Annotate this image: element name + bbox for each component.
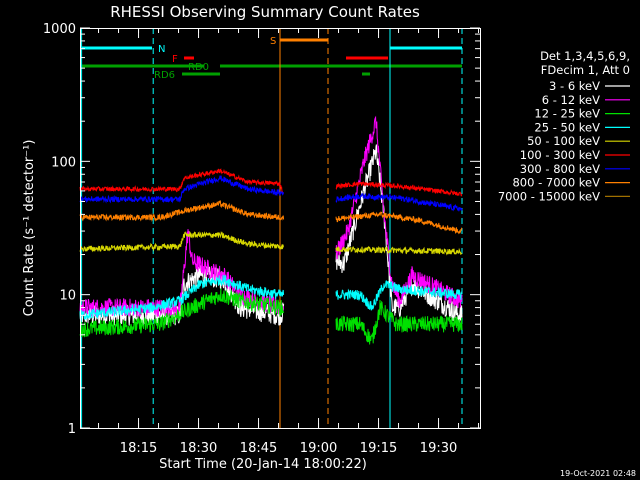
night-flag-label: N	[158, 44, 165, 55]
x-axis-label: Start Time (20-Jan-14 18:00:22)	[159, 457, 367, 472]
rd6-flag-label: RD6	[154, 70, 175, 81]
series-line-7	[79, 199, 463, 235]
legend-label: 100 - 300 keV	[520, 148, 600, 162]
legend-label: 300 - 800 keV	[520, 162, 600, 176]
series-line-6	[79, 175, 463, 212]
y-tick-label: 100	[51, 155, 76, 170]
series-line-4	[79, 230, 463, 256]
x-tick-label: 18:15	[120, 441, 157, 456]
y-tick-label: 1	[68, 422, 76, 437]
plot-frame	[80, 28, 481, 429]
legend-header-line-2: FDecim 1, Att 0	[541, 63, 630, 77]
legend-label: 25 - 50 keV	[534, 120, 600, 134]
boundary-lines	[81, 28, 463, 428]
x-tick-label: 19:30	[420, 441, 457, 456]
rd0-flag-label: RD0	[188, 62, 209, 73]
legend-label: 7000 - 15000 keV	[498, 189, 600, 203]
legend-label: 12 - 25 keV	[534, 107, 600, 121]
x-tick-label: 19:15	[360, 441, 397, 456]
x-tick-label: 19:00	[300, 441, 337, 456]
y-tick-label: 10	[59, 289, 76, 304]
axis-ticks: 1 10 100 1000 18:15 18:30 18:45 19:00 19:15 19:30	[43, 22, 480, 456]
flare-flag-label: F	[172, 54, 178, 65]
flag-bars: NF RD0 RD6 S	[82, 36, 462, 81]
saa-flag-label: S	[270, 36, 276, 47]
timestamp: 19-Oct-2021 02:48	[560, 469, 636, 478]
chart-title: RHESSI Observing Summary Count Rates	[110, 3, 420, 21]
series-lines	[79, 115, 463, 345]
legend-label: 6 - 12 keV	[542, 93, 600, 107]
legend-label: 3 - 6 keV	[549, 79, 600, 93]
legend-header-line-1: Det 1,3,4,5,6,9,	[540, 49, 630, 63]
x-tick-label: 18:45	[240, 441, 277, 456]
y-axis-label: Count Rate (s⁻¹ detector⁻¹)	[22, 140, 37, 317]
y-tick-label: 1000	[43, 22, 76, 37]
series-line-5	[79, 167, 463, 197]
series-line-3	[79, 274, 463, 321]
x-tick-label: 18:30	[180, 441, 217, 456]
series-line-2	[79, 288, 463, 345]
legend-label: 800 - 7000 keV	[512, 176, 600, 190]
legend-label: 50 - 100 keV	[527, 134, 600, 148]
